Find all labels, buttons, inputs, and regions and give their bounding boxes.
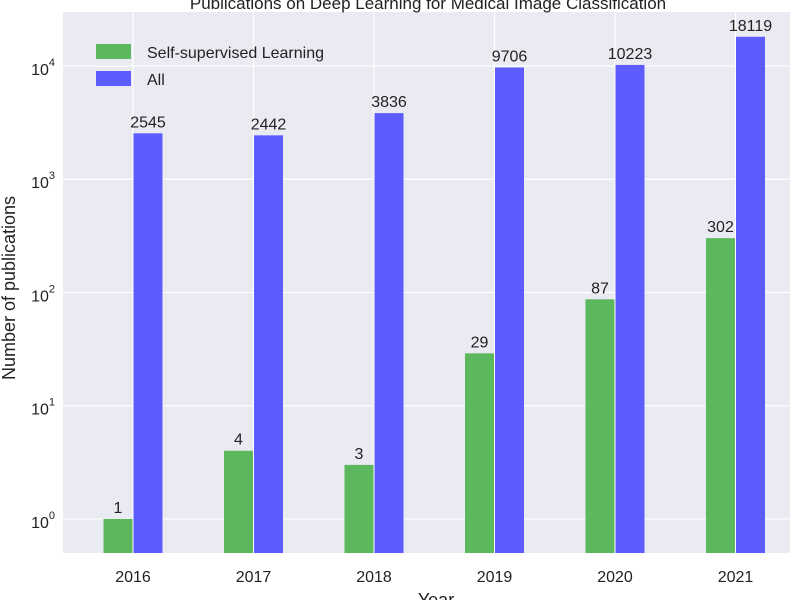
data-labels: 1 4 3 29 87 302 2545 2442 3836 9706 10223 18119 bbox=[114, 18, 773, 517]
x-tick-label: 2018 bbox=[356, 569, 392, 586]
data-label: 29 bbox=[471, 334, 489, 351]
bar-all-2020 bbox=[615, 64, 645, 553]
data-label: 9706 bbox=[492, 48, 528, 65]
data-label: 2442 bbox=[251, 116, 287, 133]
x-tick-label: 2020 bbox=[597, 569, 633, 586]
x-axis-label: Year bbox=[418, 590, 454, 600]
bars bbox=[103, 36, 765, 554]
y-tick-label: 101 bbox=[31, 397, 55, 419]
legend-swatch bbox=[96, 44, 131, 59]
grid-lines bbox=[63, 12, 790, 553]
data-label: 4 bbox=[234, 432, 243, 449]
data-label: 87 bbox=[591, 280, 609, 297]
data-label: 18119 bbox=[729, 18, 772, 35]
bar-all-2016 bbox=[133, 133, 163, 553]
bar-self-supervised-2020 bbox=[585, 299, 615, 553]
bar-all-2017 bbox=[254, 135, 283, 553]
y-tick-label: 100 bbox=[31, 510, 55, 532]
chart-title: Publications on Deep Learning for Medica… bbox=[190, 0, 666, 13]
legend-swatch bbox=[96, 71, 131, 86]
y-tick-label: 103 bbox=[31, 170, 55, 192]
data-label: 3836 bbox=[371, 94, 407, 111]
axes: 100 101 102 103 104 2016 2017 2018 2019 2020 2021 bbox=[31, 57, 753, 586]
bar-self-supervised-2017 bbox=[224, 450, 253, 553]
x-tick-label: 2021 bbox=[718, 569, 754, 586]
x-tick-label: 2017 bbox=[236, 569, 272, 586]
legend-label: Self-supervised Learning bbox=[147, 45, 324, 62]
y-axis-label: Number of publications bbox=[0, 196, 19, 380]
data-label: 2545 bbox=[130, 114, 166, 131]
data-label: 3 bbox=[355, 446, 364, 463]
bar-all-2018 bbox=[374, 113, 404, 554]
legend: Self-supervised Learning All bbox=[96, 44, 324, 89]
data-label: 1 bbox=[114, 500, 123, 517]
bar-self-supervised-2016 bbox=[103, 518, 133, 553]
legend-label: All bbox=[147, 72, 165, 89]
bar-self-supervised-2021 bbox=[706, 238, 735, 554]
bar-self-supervised-2018 bbox=[344, 464, 374, 553]
data-label: 10223 bbox=[608, 46, 653, 63]
bar-self-supervised-2019 bbox=[465, 353, 494, 553]
bar-all-2019 bbox=[495, 67, 524, 554]
x-tick-label: 2019 bbox=[477, 569, 513, 586]
plot-background bbox=[63, 12, 790, 553]
x-tick-label: 2016 bbox=[115, 569, 151, 586]
y-tick-label: 102 bbox=[31, 283, 55, 305]
y-tick-label: 104 bbox=[31, 57, 55, 79]
data-label: 302 bbox=[707, 219, 734, 236]
bar-all-2021 bbox=[736, 36, 765, 553]
